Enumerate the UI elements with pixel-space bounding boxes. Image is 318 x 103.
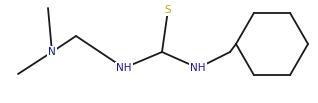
Text: NH: NH bbox=[190, 63, 206, 73]
Text: NH: NH bbox=[116, 63, 132, 73]
Text: S: S bbox=[165, 5, 171, 15]
Text: N: N bbox=[48, 47, 56, 57]
